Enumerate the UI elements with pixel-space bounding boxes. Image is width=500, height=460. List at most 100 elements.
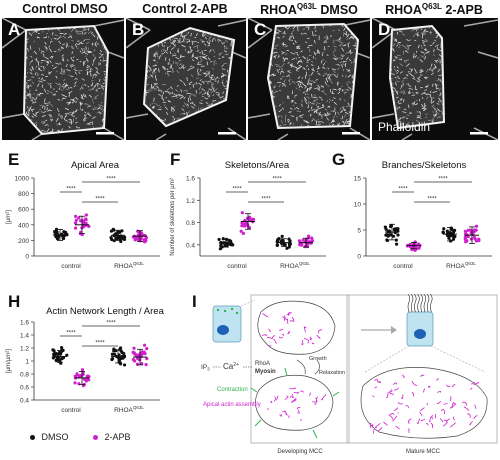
data-point (394, 242, 399, 246)
data-point (391, 234, 396, 238)
scale-bar (470, 132, 488, 135)
data-point (446, 234, 450, 238)
ca-label: Ca2+ (223, 362, 239, 371)
myosin-label: Myosin (255, 369, 276, 375)
cell-boundary (266, 22, 360, 130)
data-point (280, 242, 284, 246)
data-point (120, 235, 124, 239)
scale-bar (342, 132, 360, 135)
y-tick-label: 1.6 (186, 176, 195, 183)
data-point (133, 238, 137, 242)
col-c-rest: DMSO (316, 3, 358, 18)
data-point (77, 382, 81, 386)
col-d-sup: Q63L (421, 2, 442, 11)
x-tick-label: control (61, 407, 81, 414)
relaxation-label: Relaxation (319, 370, 345, 376)
cycle-arrow-up (314, 359, 320, 375)
data-point (140, 361, 144, 366)
micrograph-a: A (2, 18, 124, 140)
y-tick-label: 0.6 (20, 385, 29, 392)
legend-dmso-marker (30, 435, 35, 441)
data-point (220, 245, 224, 249)
micrograph-c: C (248, 18, 370, 140)
y-axis-label: [µm²] (6, 210, 12, 224)
data-point (132, 346, 136, 350)
chart-f: 0.4 0.8 1.2 1.6 Number of skeletons per µm² c… (170, 176, 326, 270)
neighbour-cell-walls (126, 18, 246, 140)
data-point (466, 228, 470, 232)
data-point (118, 230, 122, 234)
data-point (142, 350, 146, 354)
chart-g: 0 5 10 15 control RHOAQ63L **** **** **** (354, 176, 492, 270)
x-tick-label: RHOAQ63L (446, 261, 476, 270)
data-point (63, 230, 68, 234)
data-point (247, 226, 252, 230)
data-point (241, 231, 245, 235)
cell-boundary (22, 24, 110, 136)
y-tick-label: 200 (18, 238, 29, 245)
data-point (243, 224, 247, 228)
data-point (52, 349, 56, 353)
data-point (112, 228, 116, 232)
y-tick-label: 1.2 (20, 346, 29, 353)
data-point (466, 235, 470, 239)
developing-label: Developing MCC (277, 449, 323, 455)
col-title-c: RHOAQ63L DMSO (248, 2, 370, 17)
data-point (113, 352, 117, 356)
data-point (144, 236, 148, 240)
data-point (145, 347, 149, 351)
col-title-d: RHOAQ63L 2-APB (372, 2, 496, 17)
y-tick-label: 1.6 (20, 320, 29, 327)
x-tick-label: RHOAQ63L (114, 261, 144, 270)
data-point (394, 238, 398, 242)
significance-stars: **** (106, 321, 116, 327)
data-point (388, 233, 392, 237)
data-point (55, 236, 59, 241)
data-point (229, 243, 233, 247)
developing-network-top (257, 300, 336, 355)
panel-label-a: A (8, 20, 21, 39)
data-point (87, 224, 91, 228)
data-point (251, 217, 256, 221)
data-point (117, 358, 122, 362)
x-tick-label: RHOAQ63L (280, 261, 310, 270)
data-point (396, 233, 400, 237)
data-point (78, 374, 82, 378)
y-tick-label: 1.2 (186, 198, 195, 205)
significance-stars: **** (438, 177, 448, 183)
contraction-label: Contraction (217, 387, 248, 393)
scale-bar (218, 132, 236, 135)
scale-bar (96, 132, 114, 135)
mature-frame (346, 294, 498, 444)
chart-title-g: Branches/Skeletons (381, 160, 467, 171)
data-point (140, 352, 144, 356)
chart-e: 0 200 400 600 800 1000 [µm²] control RHOAQ63L ***… (6, 176, 160, 270)
data-point (80, 368, 85, 372)
data-point (287, 245, 291, 249)
contraction-arrows (250, 367, 340, 439)
x-tick-label: control (393, 263, 413, 270)
col-c-main: RHOA (260, 3, 297, 18)
x-tick-label: control (227, 263, 247, 270)
y-tick-label: 1.4 (20, 333, 29, 340)
data-point (54, 358, 58, 362)
data-point (416, 242, 420, 246)
legend-apb-marker (93, 435, 99, 441)
data-point (110, 357, 115, 361)
panel-label-e: E (8, 150, 20, 169)
col-d-rest: 2-APB (441, 3, 483, 18)
growth-label: Growth (309, 356, 327, 362)
y-tick-label: 5 (357, 228, 361, 235)
developing-frame (250, 294, 350, 444)
data-point (131, 350, 135, 354)
chart-title-f: Skeletons/Area (224, 160, 290, 171)
data-point (287, 237, 291, 241)
data-point (275, 243, 279, 247)
data-point (145, 357, 149, 361)
mature-cell-icon (364, 293, 486, 373)
micrograph-d: D Phalloidin (372, 18, 498, 140)
data-point (73, 221, 78, 225)
apical-actin-label: Apical actin assembly (203, 402, 261, 408)
data-point (139, 231, 144, 235)
significance-stars: **** (95, 341, 105, 347)
